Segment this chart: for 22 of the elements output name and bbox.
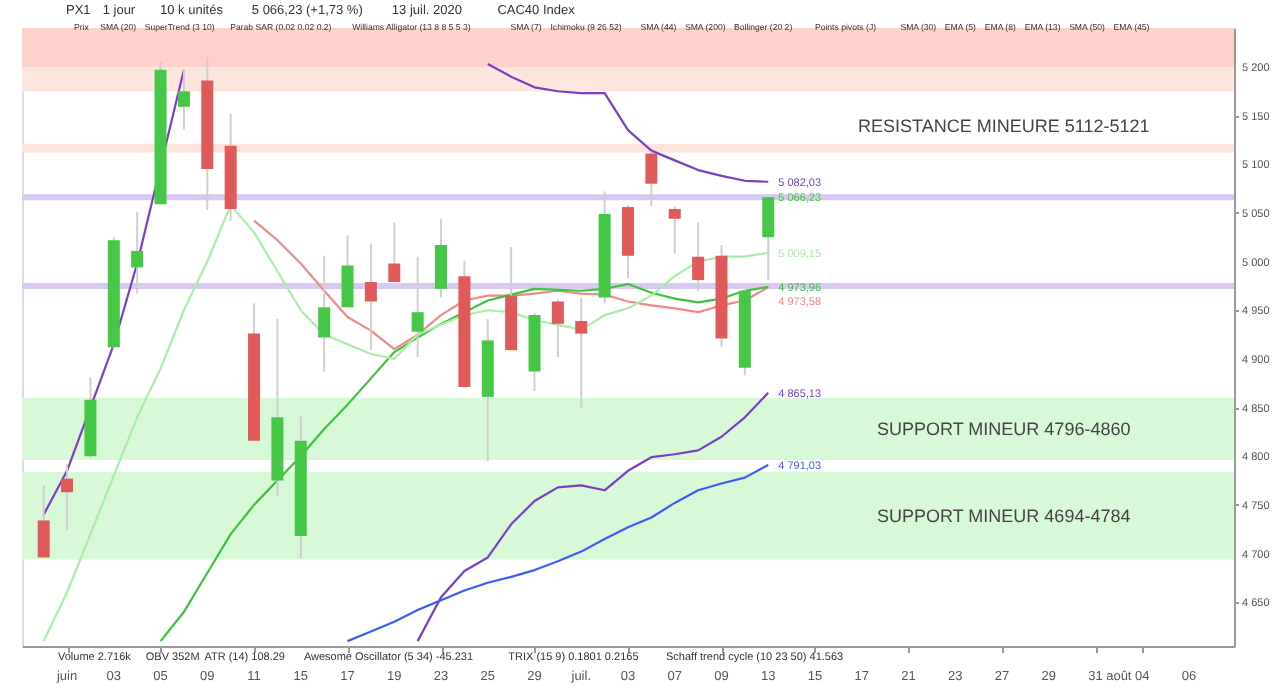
candlestick [61, 463, 74, 532]
candlestick [435, 217, 448, 299]
line-series [252, 219, 770, 351]
candlestick [364, 243, 377, 352]
candlestick [668, 206, 681, 255]
candlestick [177, 68, 190, 131]
candlestick [131, 210, 144, 295]
candlestick [551, 298, 564, 358]
candlestick [645, 150, 658, 208]
candlestick [318, 254, 331, 373]
line-series [346, 463, 770, 643]
candlestick [37, 484, 50, 559]
candlestick [762, 196, 775, 282]
candlestick [692, 221, 705, 292]
band-label: SUPPORT MINEUR 4796-4860 [876, 418, 1131, 439]
line-series [42, 204, 770, 643]
candlestick [388, 221, 401, 284]
band-label: RESISTANCE MINEURE 5112-5121 [858, 115, 1150, 136]
band-label: SUPPORT MINEUR 4694-4784 [876, 505, 1131, 526]
candlestick [341, 234, 354, 309]
candlestick [575, 296, 588, 409]
line-series [416, 391, 770, 643]
